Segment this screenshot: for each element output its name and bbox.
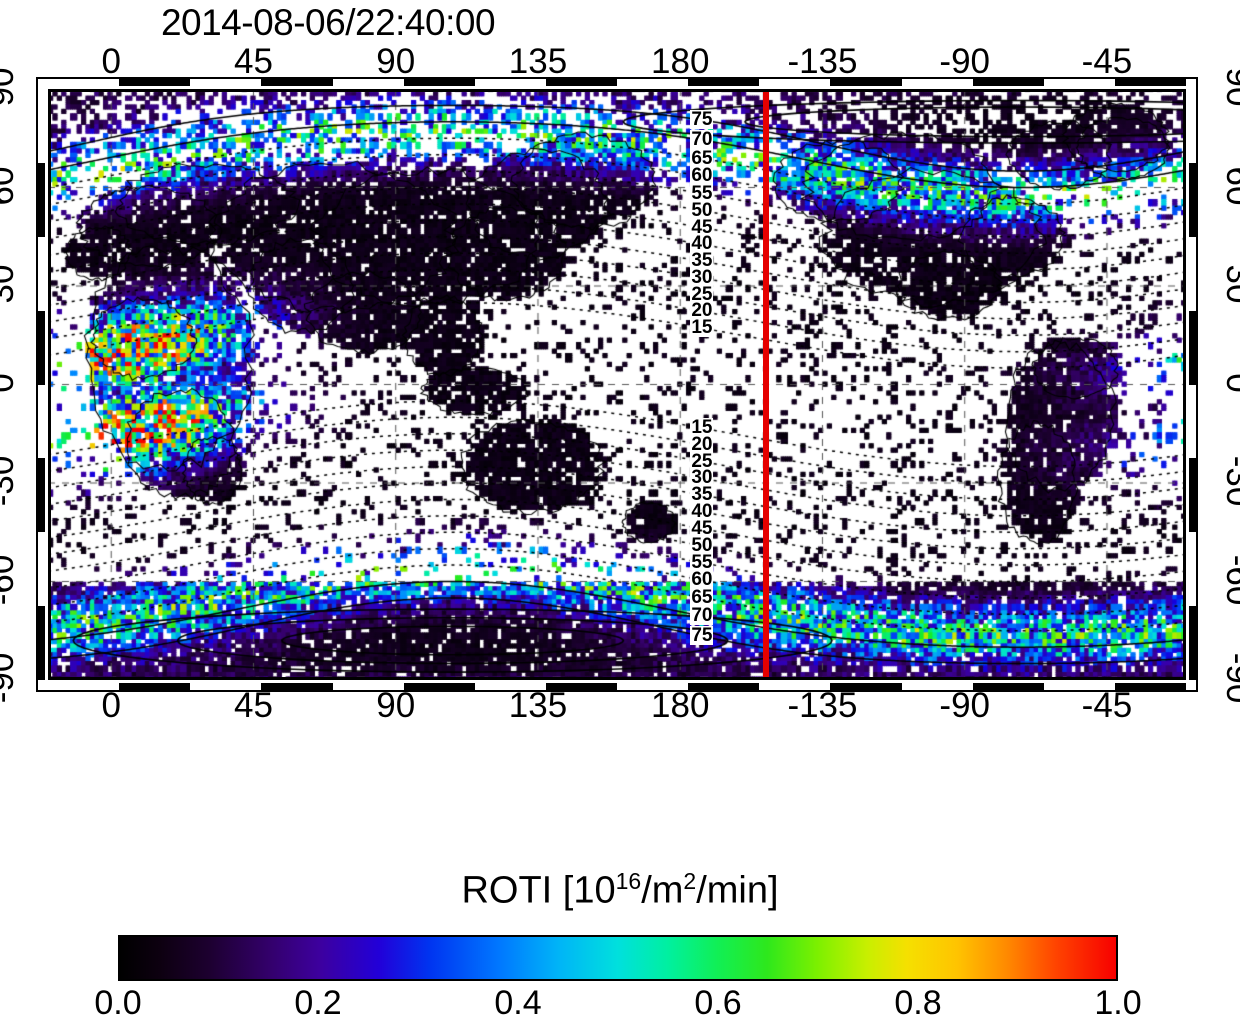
frame-checker-segment bbox=[830, 77, 902, 86]
magnetic-latitude-label: 70 bbox=[690, 129, 714, 151]
magnetic-latitude-label: 25 bbox=[690, 283, 714, 305]
x-tick-label: 180 bbox=[651, 42, 710, 81]
x-tick-label: -135 bbox=[787, 686, 858, 725]
frame-checker-segment bbox=[1189, 606, 1198, 680]
frame-checker-segment bbox=[1114, 77, 1186, 86]
magnetic-latitude-label: 45 bbox=[690, 517, 714, 539]
frame-checker-segment bbox=[36, 310, 45, 385]
magnetic-latitude-label: 40 bbox=[690, 233, 714, 255]
colorbar-tick-label: 0.2 bbox=[294, 984, 342, 1022]
frame-checker-segment bbox=[1114, 683, 1186, 692]
colorbar-tick-label: 0.0 bbox=[94, 984, 142, 1022]
frame-checker-segment bbox=[830, 683, 902, 692]
magnetic-latitude-label: 15 bbox=[690, 317, 714, 339]
x-tick-label: -45 bbox=[1081, 686, 1133, 725]
colorbar-title: ROTI [1016/m2/min] bbox=[0, 868, 1240, 913]
x-tick-label: 90 bbox=[376, 686, 416, 725]
magnetic-latitude-label: 50 bbox=[690, 534, 714, 556]
frame-checker-segment bbox=[545, 683, 617, 692]
frame-checker-segment bbox=[36, 162, 45, 237]
frame-checker-segment bbox=[1189, 458, 1198, 533]
colorbar-gradient[interactable] bbox=[118, 935, 1118, 981]
colorbar-tick-label: 0.4 bbox=[494, 984, 542, 1022]
frame-checker-segment bbox=[545, 77, 617, 86]
magnetic-latitude-label: 70 bbox=[690, 605, 714, 627]
frame-checker-segment bbox=[36, 458, 45, 533]
magnetic-latitude-label: 30 bbox=[690, 267, 714, 289]
magnetic-latitude-label: 40 bbox=[690, 500, 714, 522]
roti-heatmap-canvas bbox=[48, 89, 1186, 680]
x-tick-label: 0 bbox=[101, 686, 121, 725]
magnetic-latitude-label: 75 bbox=[690, 625, 714, 647]
colorbar-title-tail: /m bbox=[641, 869, 684, 912]
colorbar-title-text: ROTI [10 bbox=[461, 869, 616, 912]
magnetic-latitude-label: 65 bbox=[690, 147, 714, 169]
magnetic-latitude-label: 60 bbox=[690, 165, 714, 187]
magnetic-latitude-label: 35 bbox=[690, 250, 714, 272]
x-tick-label: 45 bbox=[234, 42, 273, 81]
x-tick-label: -45 bbox=[1081, 42, 1133, 81]
magnetic-latitude-label: 75 bbox=[690, 109, 714, 131]
magnetic-latitude-label: 35 bbox=[690, 484, 714, 506]
magnetic-latitude-label: 65 bbox=[690, 586, 714, 608]
x-tick-label: 45 bbox=[234, 686, 273, 725]
x-tick-label: -90 bbox=[939, 42, 991, 81]
map-plot-area[interactable] bbox=[36, 77, 1198, 692]
frame-checker-segment bbox=[119, 683, 191, 692]
y-tick-label: -90 bbox=[1219, 652, 1240, 704]
frame-checker-segment bbox=[261, 683, 333, 692]
colorbar-exponent-2: 2 bbox=[683, 868, 697, 894]
magnetic-latitude-label: 60 bbox=[690, 569, 714, 591]
x-tick-label: 180 bbox=[651, 686, 710, 725]
x-tick-label: 135 bbox=[508, 686, 568, 725]
magnetic-latitude-label: 30 bbox=[690, 467, 714, 489]
frame-checker-segment bbox=[261, 77, 333, 86]
solar-terminator-line bbox=[762, 89, 769, 680]
magnetic-latitude-label: 20 bbox=[690, 433, 714, 455]
x-tick-label: -90 bbox=[939, 686, 991, 725]
x-tick-label: 0 bbox=[101, 42, 121, 81]
page-title: 2014-08-06/22:40:00 bbox=[160, 2, 496, 43]
magnetic-latitude-label: 20 bbox=[690, 300, 714, 322]
magnetic-latitude-label: 50 bbox=[690, 199, 714, 221]
y-tick-label: -90 bbox=[0, 652, 21, 704]
colorbar-tick-label: 0.6 bbox=[694, 984, 742, 1022]
frame-checker-segment bbox=[1189, 310, 1198, 385]
frame-checker-segment bbox=[403, 77, 475, 86]
magnetic-latitude-label: 45 bbox=[690, 216, 714, 238]
frame-checker-segment bbox=[688, 77, 760, 86]
frame-checker-segment bbox=[688, 683, 760, 692]
frame-checker-segment bbox=[1189, 162, 1198, 237]
frame-checker-segment bbox=[119, 77, 191, 86]
magnetic-latitude-label: 15 bbox=[690, 417, 714, 439]
frame-checker-segment bbox=[972, 683, 1044, 692]
x-tick-label: 90 bbox=[376, 42, 416, 81]
x-tick-label: 135 bbox=[508, 42, 568, 81]
colorbar-tick-label: 0.8 bbox=[894, 984, 942, 1022]
colorbar-tick-label: 1.0 bbox=[1094, 984, 1142, 1022]
magnetic-latitude-label: 55 bbox=[690, 551, 714, 573]
magnetic-latitude-label: 55 bbox=[690, 182, 714, 204]
frame-checker-segment bbox=[972, 77, 1044, 86]
frame-checker-segment bbox=[403, 683, 475, 692]
colorbar-title-tail2: /min] bbox=[696, 869, 779, 912]
x-tick-label: -135 bbox=[787, 42, 858, 81]
magnetic-latitude-label: 25 bbox=[690, 450, 714, 472]
frame-checker-segment bbox=[36, 606, 45, 680]
colorbar-exponent-16: 16 bbox=[615, 868, 642, 894]
